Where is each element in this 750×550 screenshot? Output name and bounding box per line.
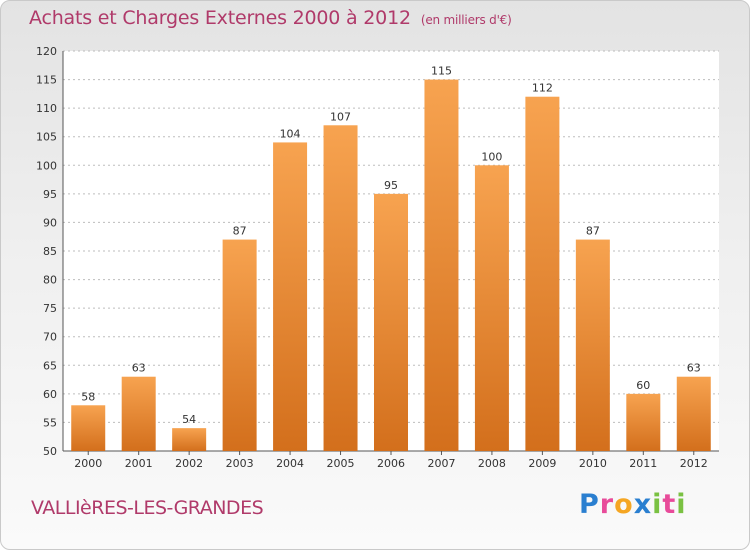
y-tick-label: 95	[43, 188, 57, 201]
y-tick-label: 55	[43, 416, 57, 429]
y-tick-label: 115	[36, 74, 57, 87]
x-tick-label: 2005	[327, 457, 355, 470]
bar	[222, 239, 257, 451]
bar	[71, 405, 106, 451]
bar	[676, 376, 711, 451]
data-label: 100	[481, 150, 502, 163]
chart-unit: (en milliers d'€)	[420, 13, 512, 27]
y-tick-label: 65	[43, 359, 57, 372]
bar	[273, 142, 308, 451]
bar	[374, 193, 408, 451]
y-tick-label: 105	[36, 131, 57, 144]
x-tick-label: 2006	[377, 457, 405, 470]
data-label: 58	[81, 390, 95, 403]
bar	[424, 79, 459, 452]
y-tick-label: 80	[43, 274, 57, 287]
y-tick-label: 70	[43, 331, 57, 344]
chart-title: Achats et Charges Externes 2000 à 2012 (e…	[29, 7, 512, 29]
y-tick-label: 90	[43, 216, 57, 229]
x-tick-label: 2009	[528, 457, 556, 470]
data-label: 63	[132, 362, 146, 375]
data-label: 60	[636, 379, 650, 392]
y-tick-label: 85	[43, 245, 57, 258]
bar	[575, 239, 610, 451]
y-tick-label: 50	[43, 445, 57, 458]
data-label: 95	[384, 179, 398, 192]
data-label: 63	[687, 362, 701, 375]
y-tick-label: 100	[36, 159, 57, 172]
data-label: 104	[280, 127, 301, 140]
x-tick-label: 2008	[478, 457, 506, 470]
data-label: 54	[182, 413, 196, 426]
x-tick-label: 2003	[226, 457, 254, 470]
y-tick-label: 60	[43, 388, 57, 401]
bar	[172, 428, 207, 451]
bar	[323, 125, 358, 452]
proxiti-logo: Proxiti	[579, 489, 687, 520]
x-tick-label: 2002	[175, 457, 203, 470]
data-label: 112	[532, 82, 553, 95]
x-tick-label: 2000	[74, 457, 102, 470]
data-label: 87	[586, 225, 600, 238]
y-tick-label: 120	[36, 45, 57, 58]
x-tick-label: 2001	[125, 457, 153, 470]
bar	[121, 376, 156, 451]
data-label: 87	[233, 225, 247, 238]
bar	[474, 165, 509, 452]
y-tick-label: 110	[36, 102, 57, 115]
data-label: 107	[330, 110, 351, 123]
x-tick-label: 2007	[427, 457, 455, 470]
x-tick-label: 2004	[276, 457, 304, 470]
chart-title-text: Achats et Charges Externes 2000 à 2012	[29, 7, 411, 29]
bar	[626, 393, 661, 451]
town-name: VALLIèRES-LES-GRANDES	[31, 497, 264, 519]
x-tick-label: 2012	[680, 457, 708, 470]
x-tick-label: 2010	[579, 457, 607, 470]
data-label: 115	[431, 65, 452, 78]
x-tick-label: 2011	[629, 457, 657, 470]
bar	[525, 96, 560, 451]
y-tick-label: 75	[43, 302, 57, 315]
